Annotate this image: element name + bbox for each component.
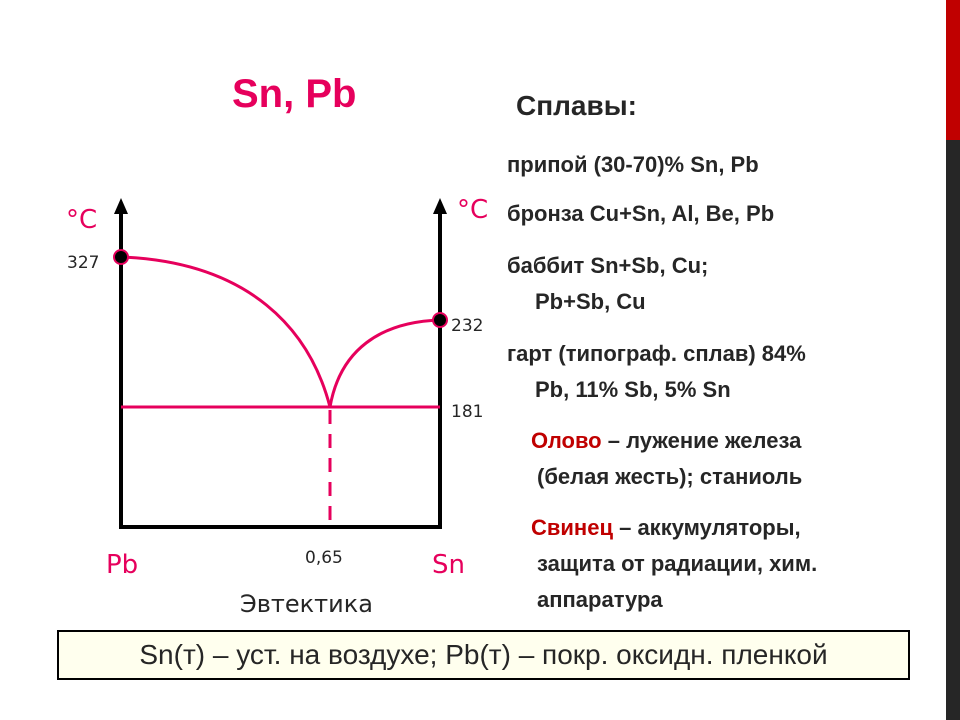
tin-use-text: – лужение железа xyxy=(601,428,802,453)
footer-text: Sn(т) – уст. на воздухе; Pb(т) – покр. о… xyxy=(139,639,828,670)
footer-box: Sn(т) – уст. на воздухе; Pb(т) – покр. о… xyxy=(57,630,910,680)
slide-title: Sn, Pb xyxy=(232,72,357,116)
lead-use-line3: аппаратура xyxy=(537,587,663,612)
alloy-bronza: бронза Cu+Sn, Al, Be, Pb xyxy=(507,201,775,226)
side-bar xyxy=(946,0,960,720)
sn-axis-label: Sn xyxy=(432,550,465,580)
left-unit-label: °C xyxy=(66,205,97,235)
left-axis-arrow xyxy=(114,198,128,214)
diagram-caption: Эвтектика xyxy=(240,590,373,618)
lead-word: Свинец xyxy=(531,515,613,540)
pb-melting-point xyxy=(113,249,129,265)
pb-melting-label: 327 xyxy=(67,253,99,273)
lead-use-line1: Свинец – аккумуляторы, xyxy=(531,515,801,541)
sn-melting-point xyxy=(432,312,448,328)
side-bar-accent xyxy=(946,0,960,140)
alloy-babbit-line2: Pb+Sb, Cu xyxy=(535,289,646,314)
alloy-gart-line1: гарт (типограф. сплав) 84% xyxy=(507,341,806,366)
sn-melting-label: 232 xyxy=(451,316,483,336)
right-unit-label: °C xyxy=(457,195,488,225)
right-axis-arrow xyxy=(433,198,447,214)
eutectic-temp-label: 181 xyxy=(451,402,483,422)
liquidus-sn-side xyxy=(328,318,441,408)
alloy-babbit-line1: баббит Sn+Sb, Cu; xyxy=(507,253,709,278)
tin-use-line2: (белая жесть); станиоль xyxy=(537,464,803,489)
lead-use-text: – аккумуляторы, xyxy=(612,515,801,540)
eutectic-comp-label: 0,65 xyxy=(305,548,343,568)
tin-word: Олово xyxy=(531,428,602,453)
pb-axis-label: Pb xyxy=(106,550,138,580)
lead-use-line2: защита от радиации, хим. xyxy=(537,551,818,576)
alloys-heading: Сплавы: xyxy=(516,90,637,121)
liquidus-pb-side xyxy=(120,255,332,408)
alloy-pripoy: припой (30-70)% Sn, Pb xyxy=(507,152,759,177)
alloy-gart-line2: Pb, 11% Sb, 5% Sn xyxy=(535,377,731,402)
tin-use-line1: Олово – лужение железа xyxy=(531,428,801,454)
